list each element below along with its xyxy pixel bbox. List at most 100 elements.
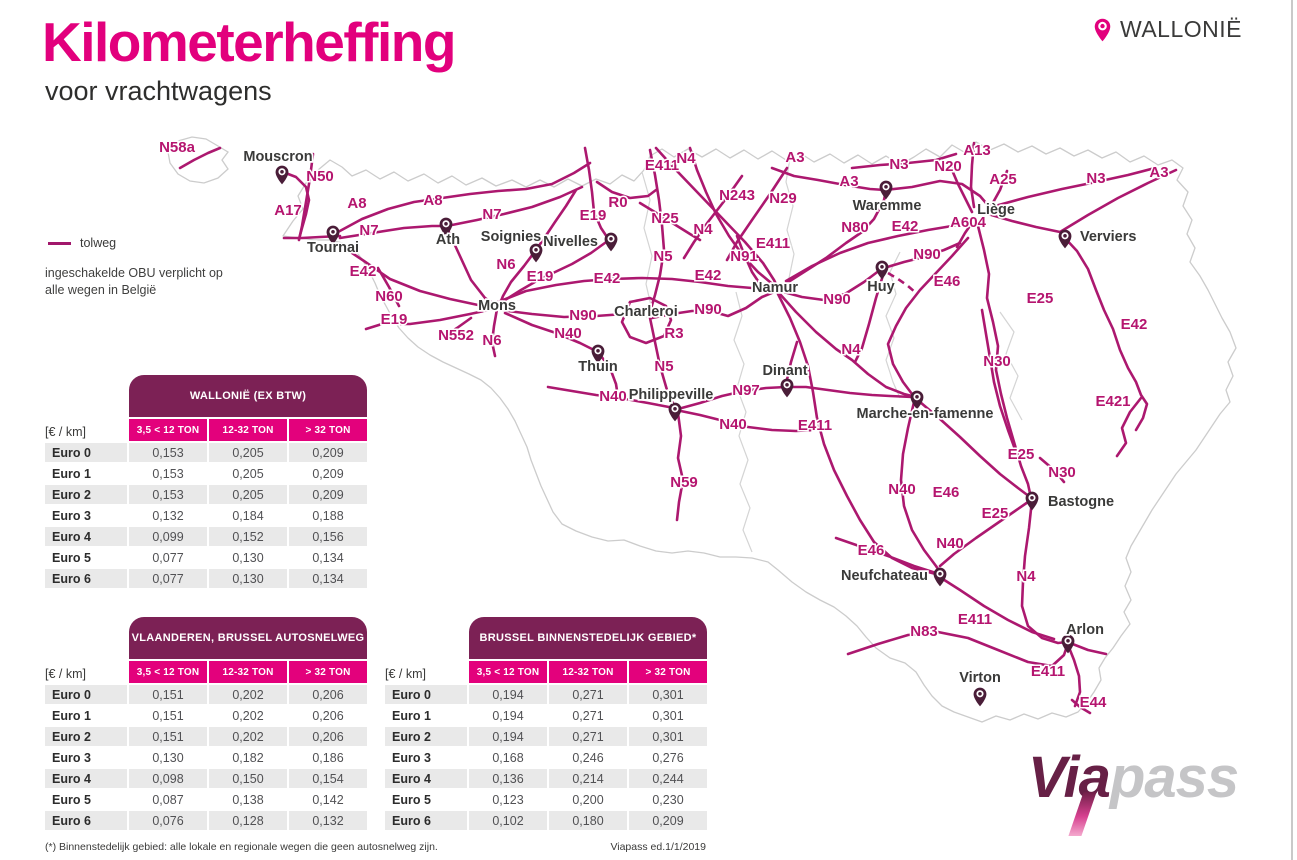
- toll-road: [654, 146, 781, 292]
- rate-cell: 0,132: [129, 506, 207, 525]
- city-label: Verviers: [1080, 229, 1136, 245]
- road-label: A3: [1149, 164, 1168, 181]
- table-vlaanderen-brussel-autosnelweg: VLAANDEREN, BRUSSEL AUTOSNELWEG [€ / km] 3…: [45, 617, 367, 830]
- toll-road: [336, 161, 592, 234]
- road-label: N60: [375, 288, 403, 305]
- toll-road: [1115, 396, 1143, 458]
- toll-road: [490, 307, 499, 358]
- toll-road: [650, 290, 776, 320]
- row-label: Euro 1: [45, 706, 127, 725]
- rate-cell: 0,182: [209, 748, 287, 767]
- row-label: Euro 5: [45, 548, 127, 567]
- toll-road: [1020, 498, 1069, 645]
- rate-cell: 0,301: [629, 727, 707, 746]
- row-label: Euro 2: [45, 727, 127, 746]
- rate-cell: 0,077: [129, 548, 207, 567]
- road-label: E19: [381, 311, 408, 328]
- rate-cell: 0,205: [209, 443, 287, 462]
- rate-cell: 0,180: [549, 811, 627, 830]
- table-row: Euro 3 0,130 0,182 0,186: [45, 748, 367, 767]
- rate-cell: 0,206: [289, 727, 367, 746]
- rate-cell: 0,076: [129, 811, 207, 830]
- road-label: E42: [695, 267, 722, 284]
- road-label: N59: [670, 474, 698, 491]
- city-label: Bastogne: [1048, 494, 1114, 510]
- road-label: E19: [580, 207, 607, 224]
- rate-cell: 0,271: [549, 727, 627, 746]
- table-row: Euro 5 0,077 0,130 0,134: [45, 548, 367, 567]
- toll-road: [496, 276, 774, 304]
- road-label: N4: [1016, 568, 1036, 585]
- table-row: Euro 3 0,168 0,246 0,276: [385, 748, 707, 767]
- road-label: E44: [1080, 694, 1107, 711]
- toll-road: [498, 308, 644, 319]
- row-label: Euro 3: [45, 506, 127, 525]
- rate-cell: 0,102: [469, 811, 547, 830]
- toll-road: [988, 169, 1009, 210]
- rate-cell: 0,301: [629, 685, 707, 704]
- road-label: E25: [982, 505, 1009, 522]
- city-pin-icon: [973, 687, 987, 707]
- toll-road: [1066, 643, 1082, 708]
- road-label: N3: [889, 156, 908, 173]
- toll-road: [583, 146, 611, 242]
- rate-cell: 0,077: [129, 569, 207, 588]
- toll-road: [993, 166, 1157, 208]
- toll-road: [1038, 456, 1066, 484]
- obu-note-line1: ingeschakelde OBU verplicht op: [45, 266, 223, 280]
- rate-cell: 0,205: [209, 464, 287, 483]
- rate-cell: 0,202: [209, 685, 287, 704]
- toll-road: [682, 174, 744, 260]
- city-label: Soignies: [481, 229, 541, 245]
- rate-cell: 0,276: [629, 748, 707, 767]
- rate-cell: 0,194: [469, 727, 547, 746]
- city-label: Marche-en-famenne: [857, 406, 994, 422]
- table-row: Euro 0 0,194 0,271 0,301: [385, 685, 707, 704]
- rate-cell: 0,151: [129, 727, 207, 746]
- road-label: E25: [1027, 290, 1054, 307]
- toll-road: [882, 241, 962, 270]
- province-border: [641, 171, 653, 319]
- row-label: Euro 1: [385, 706, 467, 725]
- road-label: N90: [913, 246, 941, 263]
- city-label: Nivelles: [543, 234, 598, 250]
- rate-cell: 0,168: [469, 748, 547, 767]
- toll-road: [735, 234, 762, 286]
- row-label: Euro 2: [45, 485, 127, 504]
- toll-road-dashed: [887, 271, 917, 294]
- city-label: Arlon: [1066, 622, 1104, 638]
- column-header: > 32 TON: [289, 661, 367, 683]
- toll-road: [297, 152, 315, 242]
- rate-cell: 0,130: [209, 569, 287, 588]
- unit-label: [€ / km]: [45, 667, 86, 681]
- rate-cell: 0,200: [549, 790, 627, 809]
- location-pin-icon: [1094, 18, 1111, 41]
- rate-cell: 0,152: [209, 527, 287, 546]
- toll-road: [918, 400, 1032, 499]
- rate-cell: 0,202: [209, 727, 287, 746]
- road-label: N4: [693, 221, 713, 238]
- obu-note-line2: alle wegen in België: [45, 283, 157, 297]
- unit-label: [€ / km]: [45, 425, 86, 439]
- road-label: A8: [347, 195, 366, 212]
- road-label: N58a: [159, 139, 196, 156]
- toll-road: [899, 400, 942, 574]
- rate-cell: 0,244: [629, 769, 707, 788]
- road-label: N552: [438, 327, 474, 344]
- table-row: Euro 2 0,151 0,202 0,206: [45, 727, 367, 746]
- road-label: E411: [1031, 663, 1065, 680]
- road-label: E42: [350, 263, 377, 280]
- rate-cell: 0,230: [629, 790, 707, 809]
- table-row: Euro 5 0,123 0,200 0,230: [385, 790, 707, 809]
- column-header: 12-32 TON: [209, 661, 287, 683]
- toll-road: [969, 141, 976, 209]
- table-row: Euro 2 0,194 0,271 0,301: [385, 727, 707, 746]
- toll-road: [674, 408, 817, 433]
- rate-cell: 0,087: [129, 790, 207, 809]
- toll-road: [784, 340, 799, 386]
- road-label: N91: [730, 248, 758, 265]
- column-header: > 32 TON: [289, 419, 367, 441]
- tolweg-line-swatch: [48, 242, 71, 245]
- road-label: N90: [823, 291, 851, 308]
- toll-road: [648, 316, 676, 408]
